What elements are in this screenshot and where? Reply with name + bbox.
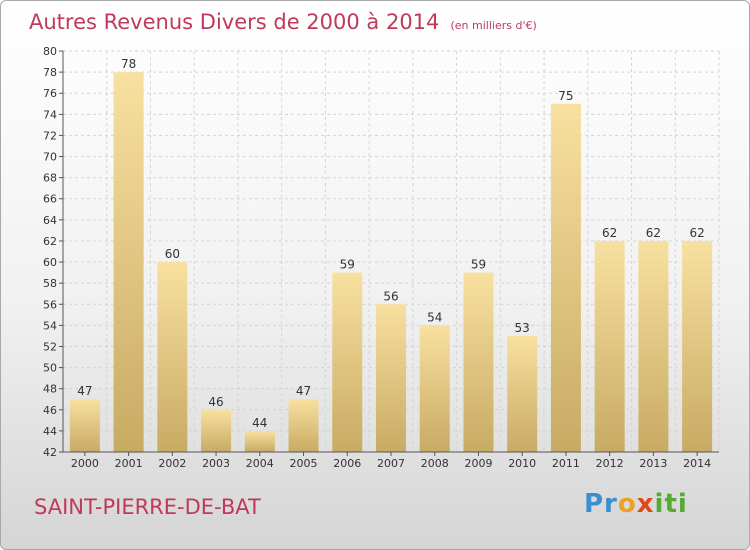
x-tick-label: 2010 [508,457,536,470]
value-label: 56 [383,289,398,303]
y-tick-label: 74 [43,108,57,121]
location-name: SAINT-PIERRE-DE-BAT [34,495,261,519]
y-tick-label: 58 [43,277,57,290]
value-label: 46 [208,395,223,409]
value-label: 53 [515,321,530,335]
x-tick-label: 2003 [202,457,230,470]
value-label: 62 [602,226,617,240]
y-tick-label: 52 [43,340,57,353]
value-label: 54 [427,310,442,324]
x-tick-label: 2013 [639,457,667,470]
x-tick-label: 2007 [377,457,405,470]
y-tick-label: 66 [43,193,57,206]
y-tick-label: 46 [43,404,57,417]
proxiti-logo[interactable]: Proxiti [584,489,688,519]
y-tick-label: 50 [43,362,57,375]
y-tick-label: 44 [43,425,57,438]
bar-2014 [682,240,713,452]
x-tick-label: 2000 [71,457,99,470]
y-tick-label: 68 [43,172,57,185]
x-tick-label: 2006 [333,457,361,470]
bar-2007 [376,304,406,452]
x-tick-label: 2008 [421,457,449,470]
bar-2003 [201,409,232,452]
y-tick-label: 48 [43,383,57,396]
y-tick-label: 76 [43,87,57,100]
value-label: 75 [558,89,573,103]
bar-2002 [157,262,188,452]
y-tick-label: 70 [43,151,57,164]
x-tick-label: 2001 [115,457,143,470]
title-row: Autres Revenus Divers de 2000 à 2014 (en… [29,10,537,34]
y-tick-label: 80 [43,45,57,58]
y-tick-label: 42 [43,446,57,459]
value-label: 78 [121,57,136,71]
bar-2012 [594,240,625,452]
y-tick-label: 72 [43,129,57,142]
value-label: 62 [689,226,704,240]
bar-2006 [332,272,363,452]
x-tick-label: 2012 [596,457,624,470]
x-tick-label: 2002 [158,457,186,470]
chart-subtitle: (en milliers d'€) [450,19,537,32]
x-tick-label: 2005 [290,457,318,470]
y-tick-label: 62 [43,235,57,248]
x-tick-label: 2009 [464,457,492,470]
x-tick-label: 2014 [683,457,711,470]
value-label: 44 [252,416,267,430]
value-label: 59 [471,258,486,272]
bar-2008 [419,325,450,452]
bar-2009 [463,272,494,452]
bar-2001 [113,72,144,453]
y-tick-label: 64 [43,214,57,227]
bar-2005 [288,399,319,452]
value-label: 47 [77,384,92,398]
logo-part-iti: iti [654,489,688,519]
y-tick-label: 56 [43,298,57,311]
logo-part-pr: Pr [584,489,618,519]
y-tick-label: 54 [43,319,57,332]
bar-2013 [638,240,669,452]
logo-part-x: x [636,489,655,519]
value-label: 60 [165,247,180,261]
bar-2004 [244,430,275,452]
bar-2011 [550,103,581,453]
x-tick-label: 2004 [246,457,274,470]
y-tick-label: 78 [43,66,57,79]
chart-title: Autres Revenus Divers de 2000 à 2014 [29,10,440,34]
bar-2000 [69,399,100,452]
value-label: 62 [646,226,661,240]
value-label: 59 [340,258,355,272]
y-tick-label: 60 [43,256,57,269]
bar-2010 [507,335,538,452]
x-tick-label: 2011 [552,457,580,470]
logo-part-o: o [617,489,637,519]
value-label: 47 [296,384,311,398]
